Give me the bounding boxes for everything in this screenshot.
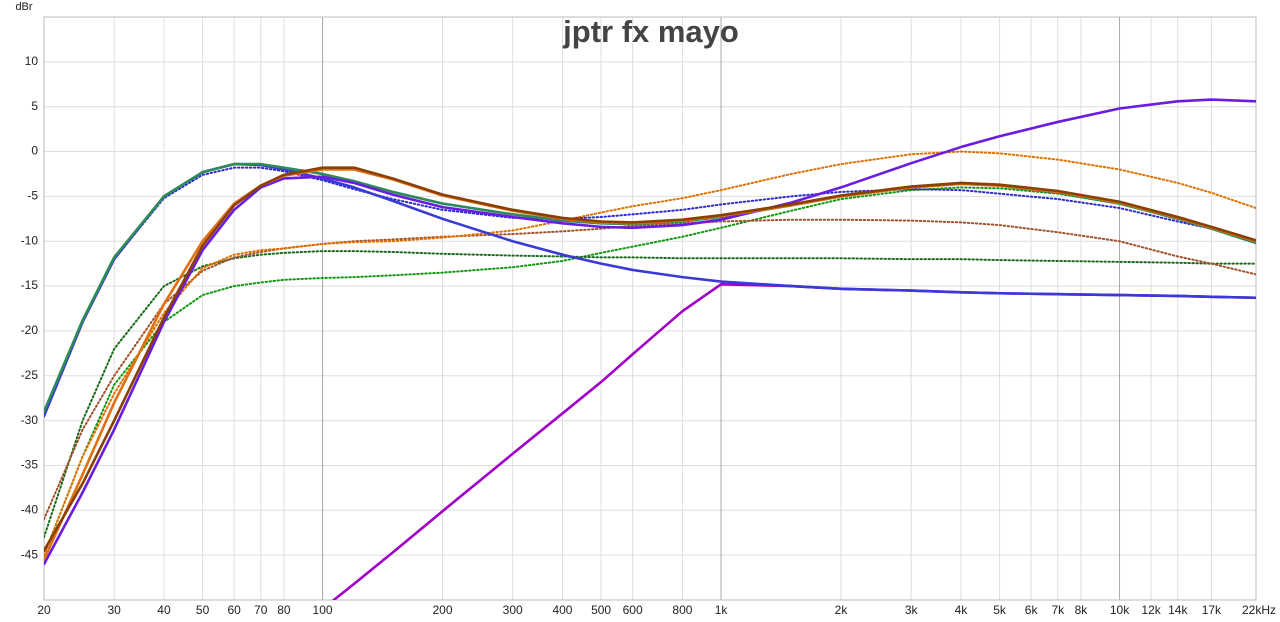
x-tick-label: 400 <box>552 603 572 617</box>
dotted-curve <box>44 166 1256 413</box>
x-tick-label: 20 <box>37 603 51 617</box>
curve <box>44 166 1256 552</box>
x-tick-label: 22kHz <box>1242 603 1276 617</box>
y-tick-label: -25 <box>21 368 39 382</box>
y-tick-label: -20 <box>21 323 39 337</box>
chart-title: jptr fx mayo <box>562 14 739 49</box>
curve <box>44 98 1256 566</box>
dotted-curve <box>44 218 1256 521</box>
x-tick-label: 2k <box>835 603 849 617</box>
x-tick-label: 100 <box>313 603 333 617</box>
x-tick-label: 5k <box>993 603 1007 617</box>
x-tick-label: 8k <box>1075 603 1089 617</box>
y-axis-label: dBr <box>15 1 32 13</box>
x-tick-label: 7k <box>1051 603 1065 617</box>
x-tick-label: 40 <box>157 603 171 617</box>
x-tick-label: 6k <box>1025 603 1039 617</box>
x-tick-label: 70 <box>254 603 268 617</box>
x-tick-label: 17k <box>1202 603 1222 617</box>
y-tick-label: -10 <box>21 233 39 247</box>
y-tick-label: -30 <box>21 413 39 427</box>
x-tick-label: 80 <box>277 603 291 617</box>
y-tick-label: -5 <box>27 189 38 203</box>
labels: dBr jptr fx mayo -45 -40 -35 -30 -25 -20 -15 -1… <box>15 1 1276 617</box>
x-tick-label: 10k <box>1110 603 1130 617</box>
y-tick-label: 5 <box>31 99 38 113</box>
x-tick-label: 800 <box>672 603 692 617</box>
y-tick-label: -35 <box>21 458 39 472</box>
x-tick-label: 4k <box>955 603 969 617</box>
x-tick-label: 14k <box>1168 603 1188 617</box>
y-tick-label: -45 <box>21 547 39 561</box>
dotted-curve <box>44 150 1256 557</box>
x-tick-label: 12k <box>1141 603 1161 617</box>
x-tick-label: 1k <box>715 603 729 617</box>
x-tick-label: 3k <box>905 603 919 617</box>
y-tick-label: 10 <box>25 54 39 68</box>
x-tick-label: 500 <box>591 603 611 617</box>
y-tick-label: 0 <box>31 144 38 158</box>
x-tick-label: 50 <box>196 603 210 617</box>
x-tick-label: 200 <box>432 603 452 617</box>
plot-frame <box>43 16 1257 601</box>
x-tick-label: 300 <box>503 603 523 617</box>
x-tick-label: 60 <box>227 603 241 617</box>
x-tick-label: 600 <box>623 603 643 617</box>
y-tick-label: -40 <box>21 502 39 516</box>
dotted-curve <box>44 250 1256 539</box>
x-tick-label: 30 <box>107 603 121 617</box>
y-tick-label: -15 <box>21 278 39 292</box>
curves <box>44 98 1256 600</box>
